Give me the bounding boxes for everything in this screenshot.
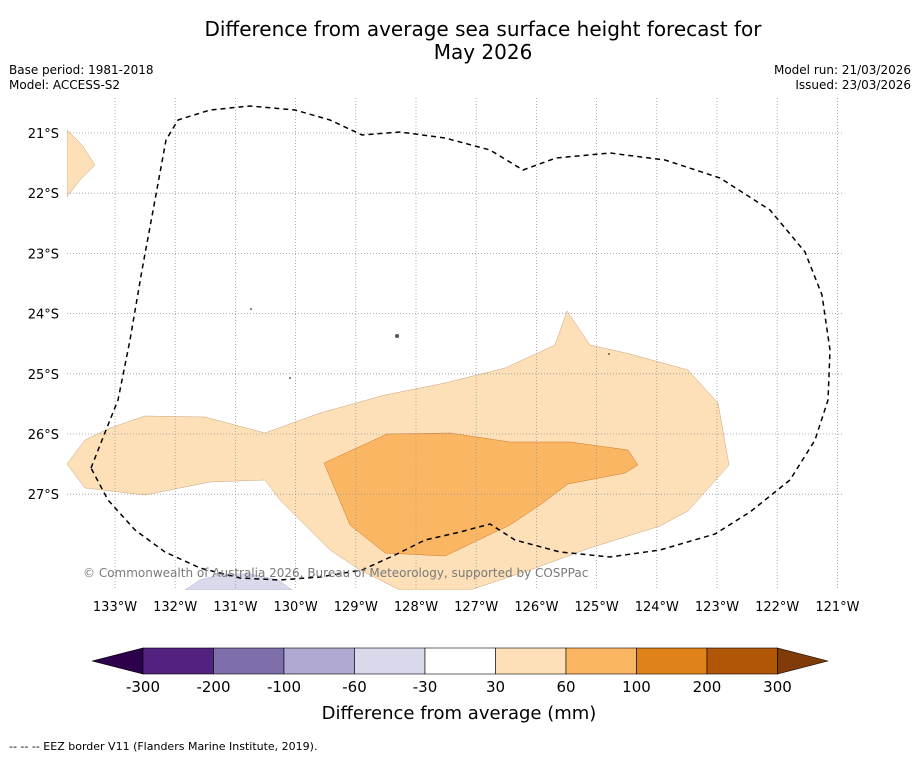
y-axis-ticks: 21°S 22°S 23°S 24°S 25°S 26°S 27°S xyxy=(28,127,59,503)
eez-border xyxy=(90,105,831,581)
x-tick-label: 131°W xyxy=(213,600,257,615)
x-tick-label: 130°W xyxy=(274,600,318,615)
footer-note: -- -- -- EEZ border V11 (Flanders Marine… xyxy=(9,740,318,753)
colorbar-segment xyxy=(213,647,285,675)
gridlines xyxy=(67,98,843,590)
issued-text: Issued: 23/03/2026 xyxy=(795,78,911,92)
colorbar-label: Difference from average (mm) xyxy=(322,703,597,724)
colorbar-segment xyxy=(636,647,708,675)
x-tick-label: 127°W xyxy=(454,600,498,615)
speck-3 xyxy=(289,377,291,379)
colorbar-tick-label: 100 xyxy=(622,678,651,696)
base-period-text: Base period: 1981-2018 xyxy=(9,63,154,77)
x-tick-label: 123°W xyxy=(695,600,739,615)
colorbar-tick-label: -300 xyxy=(126,678,160,696)
x-tick-label: 126°W xyxy=(514,600,558,615)
x-tick-label: 133°W xyxy=(93,600,137,615)
chart-title-line2: May 2026 xyxy=(433,40,533,64)
meta-left: Base period: 1981-2018 Model: ACCESS-S2 xyxy=(9,63,154,93)
y-tick-label: 25°S xyxy=(28,368,59,383)
y-tick-label: 21°S xyxy=(28,127,59,142)
colorbar-tick-label: 200 xyxy=(693,678,722,696)
colorbar-tick-label: 30 xyxy=(486,678,505,696)
model-run-text: Model run: 21/03/2026 xyxy=(773,63,911,77)
x-tick-label: 125°W xyxy=(575,600,619,615)
copyright-text: © Commonwealth of Australia 2026, Bureau… xyxy=(83,566,588,580)
colorbar-segment xyxy=(565,647,637,675)
colorbar-tick-label: -100 xyxy=(267,678,301,696)
colorbar-segment xyxy=(142,647,214,675)
colorbar-extend-high xyxy=(777,647,829,675)
y-tick-label: 26°S xyxy=(28,428,59,443)
colorbar-segment xyxy=(495,647,567,675)
x-tick-label: 128°W xyxy=(394,600,438,615)
y-tick-label: 23°S xyxy=(28,247,59,262)
colorbar-tick-label: -30 xyxy=(413,678,438,696)
x-axis-ticks: 133°W 132°W 131°W 130°W 129°W 128°W 127°W 126°W… xyxy=(93,600,860,615)
colorbar-tick-label: -200 xyxy=(196,678,230,696)
colorbar-segment xyxy=(706,647,778,675)
x-tick-label: 132°W xyxy=(153,600,197,615)
region-neg30-60-small xyxy=(184,573,293,590)
y-tick-label: 27°S xyxy=(28,488,59,503)
speck-1 xyxy=(395,334,399,338)
colorbar-segment xyxy=(354,647,426,675)
colorbar: -300 -200 -100 -60 -30 30 60 100 200 300 Differenc… xyxy=(91,647,829,724)
model-text: Model: ACCESS-S2 xyxy=(9,78,121,92)
region-30-60-small xyxy=(67,129,96,198)
chart-title-line1: Difference from average sea surface heig… xyxy=(204,17,762,41)
colorbar-tick-label: 300 xyxy=(763,678,792,696)
x-tick-label: 124°W xyxy=(635,600,679,615)
colorbar-tick-label: -60 xyxy=(342,678,367,696)
map-area: © Commonwealth of Australia 2026, Bureau… xyxy=(67,98,843,590)
colorbar-segment xyxy=(424,647,496,675)
x-tick-label: 121°W xyxy=(815,600,859,615)
x-tick-label: 129°W xyxy=(334,600,378,615)
colorbar-segment xyxy=(283,647,355,675)
chart-title: Difference from average sea surface heig… xyxy=(150,18,816,64)
y-tick-label: 22°S xyxy=(28,187,59,202)
y-tick-label: 24°S xyxy=(28,308,59,323)
speck-2 xyxy=(250,308,252,310)
x-tick-label: 122°W xyxy=(755,600,799,615)
meta-right: Model run: 21/03/2026 Issued: 23/03/2026 xyxy=(774,63,911,93)
speck-4 xyxy=(608,353,610,355)
colorbar-extend-low xyxy=(91,647,144,675)
colorbar-tick-label: 60 xyxy=(556,678,575,696)
